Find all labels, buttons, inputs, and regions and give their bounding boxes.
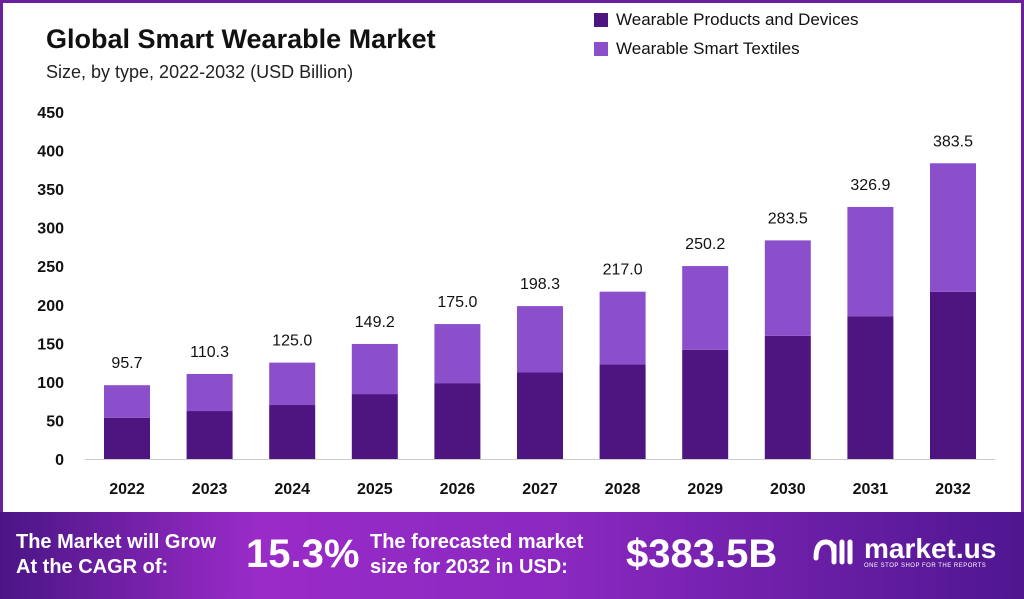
y-tick-label: 350 xyxy=(37,182,64,199)
y-tick-label: 250 xyxy=(37,259,64,276)
x-tick-label: 2030 xyxy=(770,481,806,498)
bar-products-2028 xyxy=(599,364,646,459)
total-data-label: 383.5 xyxy=(933,133,973,150)
bar-textiles-2027 xyxy=(517,306,563,373)
x-tick-label: 2027 xyxy=(522,481,558,498)
bar-textiles-2030 xyxy=(764,240,811,336)
y-tick-label: 400 xyxy=(37,144,64,161)
bar-products-2027 xyxy=(517,372,563,459)
brand-logo: market.us ONE STOP SHOP FOR THE REPORTS xyxy=(812,534,996,570)
total-data-label: 125.0 xyxy=(272,333,312,350)
y-tick-label: 50 xyxy=(46,413,64,430)
total-data-label: 149.2 xyxy=(355,314,395,331)
x-tick-label: 2028 xyxy=(605,481,641,498)
x-tick-label: 2026 xyxy=(440,481,476,498)
total-data-label: 110.3 xyxy=(190,344,229,361)
x-tick-label: 2022 xyxy=(109,481,145,498)
market-us-logo-icon xyxy=(813,539,853,565)
x-tick-label: 2029 xyxy=(687,481,723,498)
legend-swatch xyxy=(594,13,608,27)
bar-products-2022 xyxy=(104,417,150,459)
total-data-label: 326.9 xyxy=(850,177,890,194)
legend-label: Wearable Products and Devices xyxy=(616,10,859,29)
legend-item-products: Wearable Products and Devices xyxy=(594,10,859,30)
total-data-label: 217.0 xyxy=(603,262,643,279)
legend-item-textiles: Wearable Smart Textiles xyxy=(594,39,800,59)
y-tick-label: 150 xyxy=(37,336,64,353)
y-tick-label: 0 xyxy=(55,452,64,469)
bar-textiles-2023 xyxy=(186,373,233,412)
total-data-label: 175.0 xyxy=(437,294,477,311)
total-data-label: 198.3 xyxy=(520,276,560,293)
x-tick-label: 2023 xyxy=(192,481,228,498)
bar-products-2026 xyxy=(434,383,481,459)
bar-textiles-2028 xyxy=(599,291,646,365)
bar-products-2032 xyxy=(930,291,976,459)
cagr-value: 15.3% xyxy=(246,532,360,576)
forecast-label-2: size for 2032 in USD: xyxy=(370,556,568,578)
chart-title: Global Smart Wearable Market xyxy=(46,24,436,54)
bar-products-2025 xyxy=(351,394,398,459)
cagr-label-1: The Market will Grow xyxy=(16,531,217,553)
bar-textiles-2029 xyxy=(682,266,729,350)
chart-subtitle: Size, by type, 2022-2032 (USD Billion) xyxy=(46,62,354,82)
y-tick-label: 450 xyxy=(37,105,64,122)
forecast-label-1: The forecasted market xyxy=(370,531,584,553)
x-tick-label: 2031 xyxy=(853,481,889,498)
y-tick-label: 300 xyxy=(37,221,64,238)
total-data-label: 250.2 xyxy=(685,236,725,253)
x-tick-label: 2024 xyxy=(274,481,310,498)
brand-name: market.us xyxy=(864,533,997,564)
cagr-label-2: At the CAGR of: xyxy=(16,556,169,578)
bar-textiles-2026 xyxy=(434,324,481,384)
bar-products-2023 xyxy=(186,411,233,459)
bar-products-2024 xyxy=(269,405,316,459)
x-tick-label: 2025 xyxy=(357,481,393,498)
legend-swatch xyxy=(594,42,608,56)
bar-products-2031 xyxy=(847,316,894,459)
y-tick-label: 100 xyxy=(37,375,64,392)
bar-products-2029 xyxy=(682,349,729,459)
bar-textiles-2031 xyxy=(847,206,894,317)
bar-textiles-2024 xyxy=(269,362,316,406)
total-data-label: 283.5 xyxy=(768,210,808,227)
y-tick-label: 200 xyxy=(37,298,64,315)
bar-textiles-2022 xyxy=(104,385,150,418)
bar-products-2030 xyxy=(764,335,811,459)
bar-chart: 0 50 100 150 200 250 300 350 400 450 95.7 2022 110.3… xyxy=(37,105,995,498)
bar-textiles-2025 xyxy=(351,343,398,395)
forecast-value: $383.5B xyxy=(626,532,778,576)
x-tick-label: 2032 xyxy=(935,481,971,498)
bar-textiles-2032 xyxy=(930,163,976,292)
footer-banner: The Market will Grow At the CAGR of: 15.… xyxy=(0,512,1024,599)
brand-tagline: ONE STOP SHOP FOR THE REPORTS xyxy=(864,563,987,569)
total-data-label: 95.7 xyxy=(111,355,142,372)
legend-label: Wearable Smart Textiles xyxy=(616,39,800,58)
